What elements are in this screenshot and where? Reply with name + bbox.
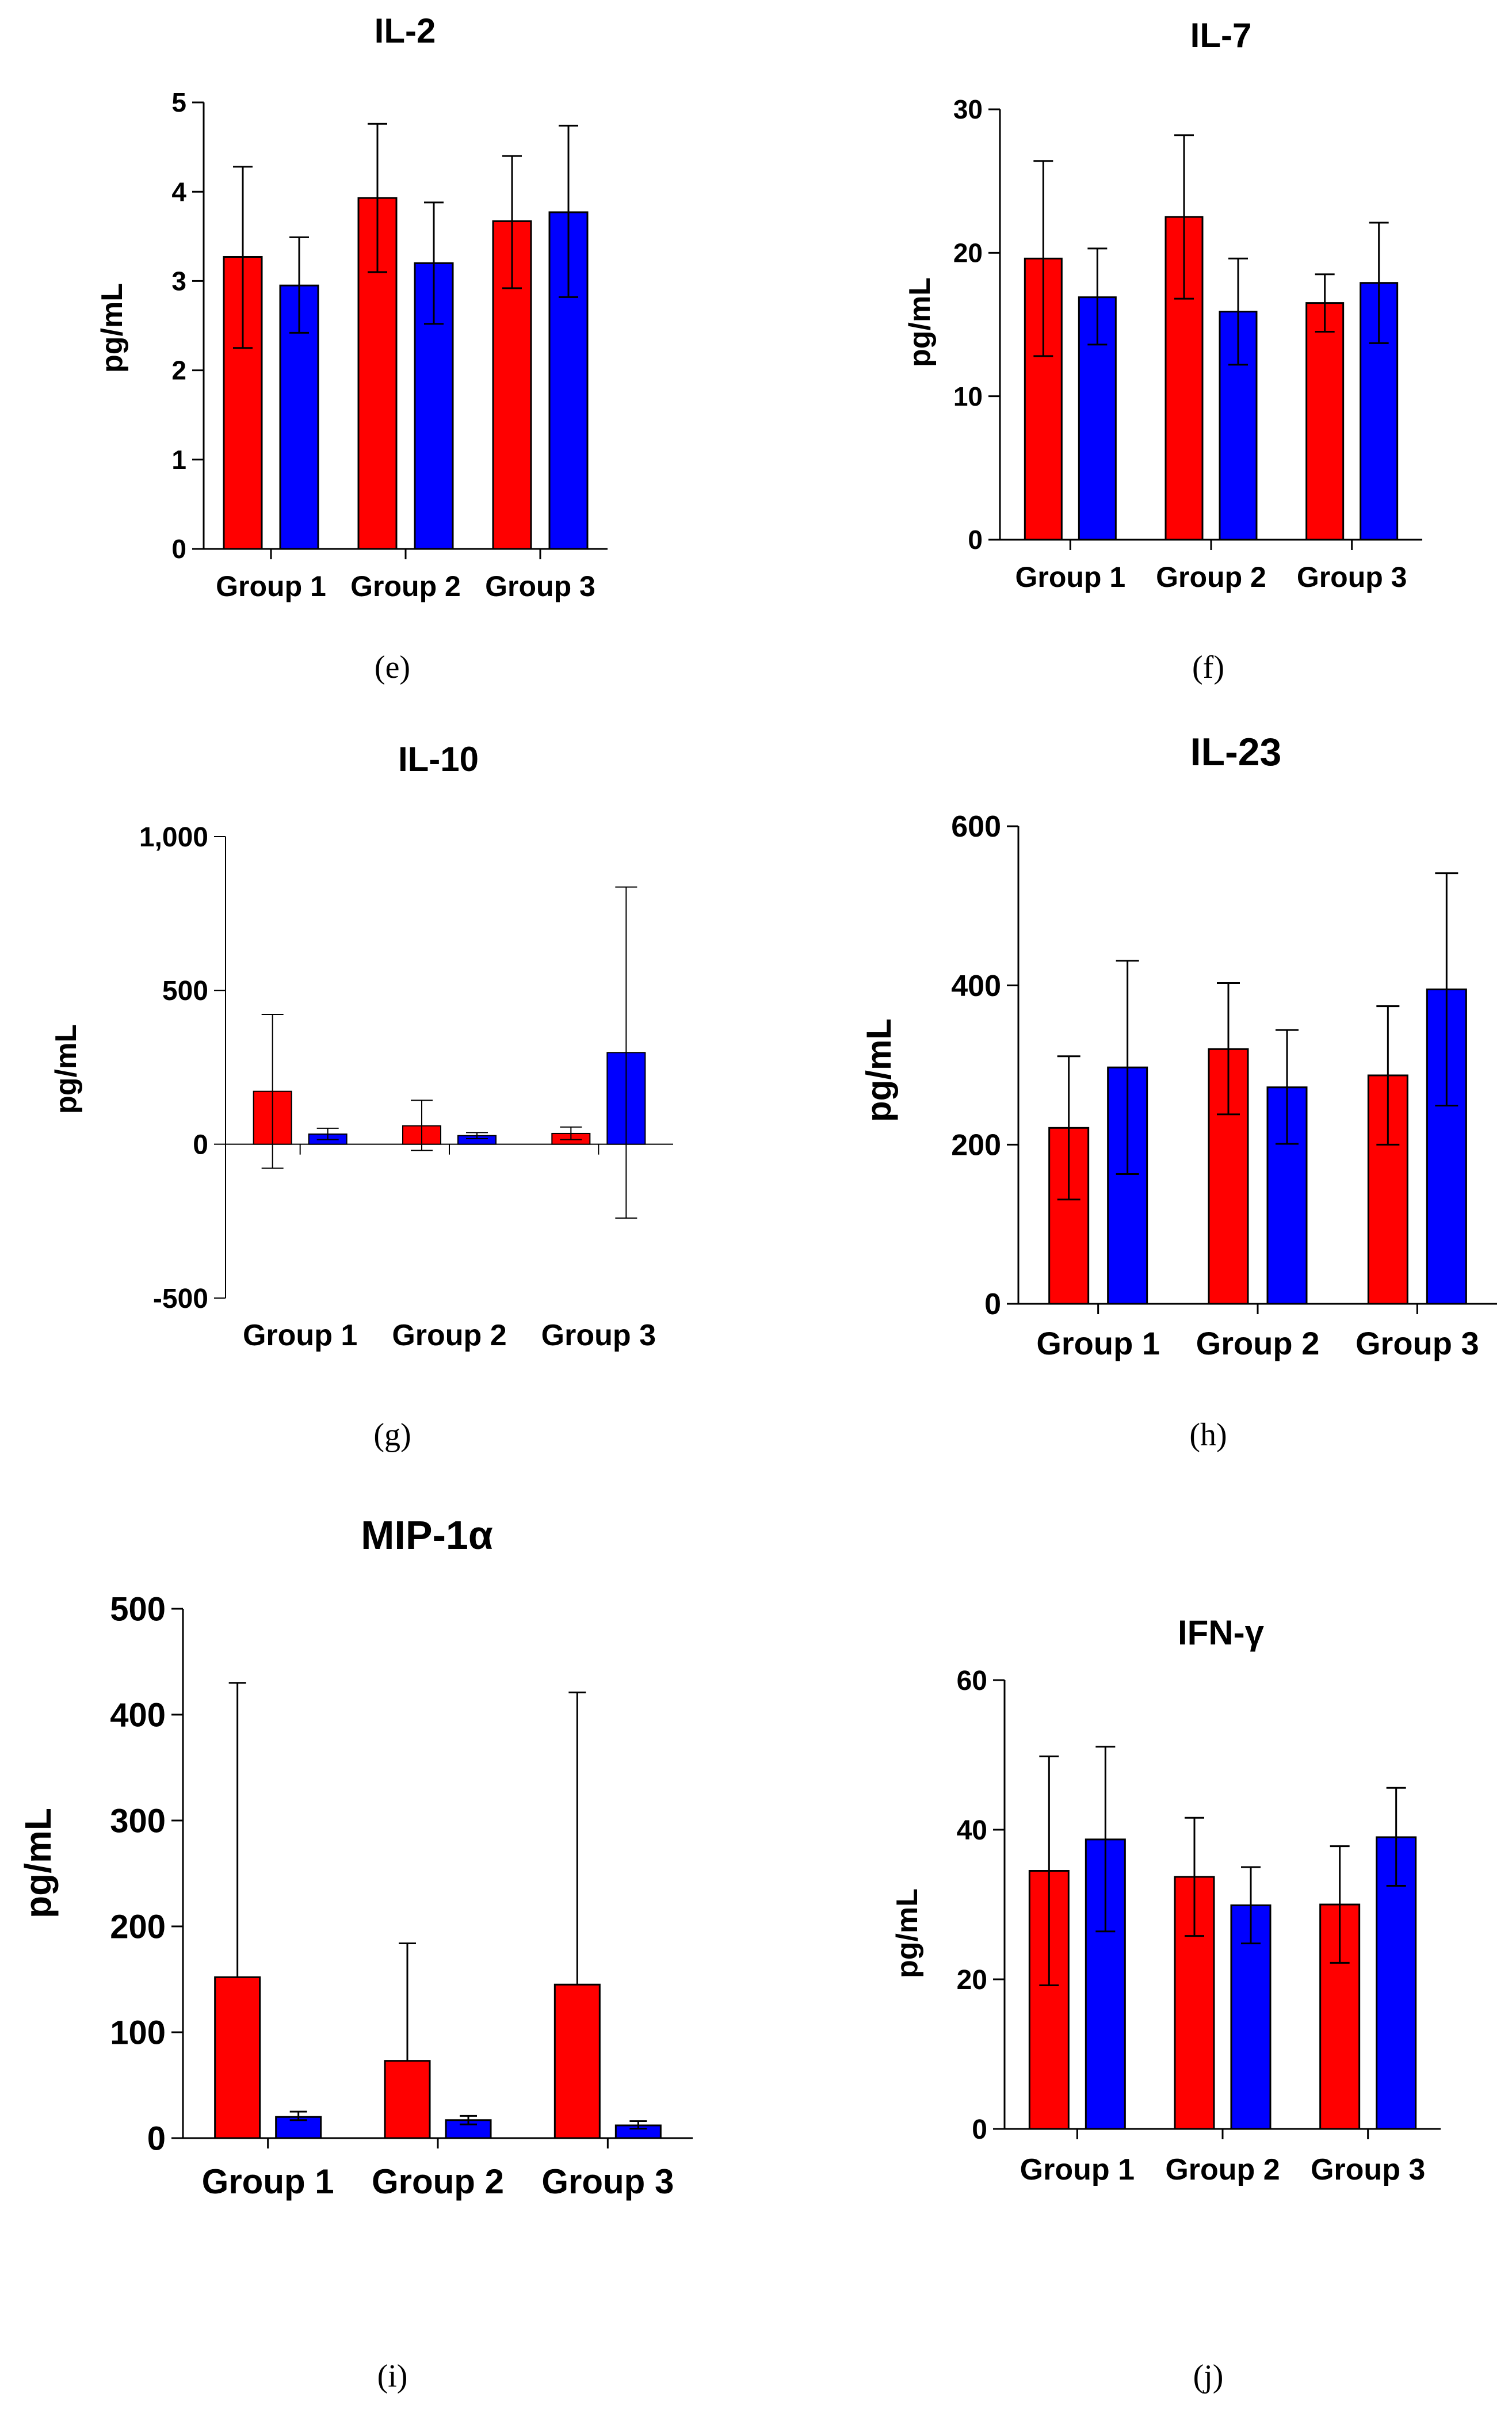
- panel-label: (h): [1189, 1417, 1227, 1453]
- y-tick-label: 0: [147, 2120, 166, 2157]
- bar-red: [1305, 302, 1345, 541]
- panel-label: (e): [375, 650, 410, 685]
- y-tick-label: 30: [953, 94, 983, 124]
- x-category-label: Group 1: [216, 570, 326, 602]
- x-category-label: Group 2: [1196, 1325, 1320, 1361]
- y-tick-label: 200: [951, 1129, 1001, 1162]
- x-category-label: Group 3: [1311, 2153, 1425, 2186]
- y-tick-label: 20: [953, 238, 983, 268]
- y-tick-label: 200: [110, 1908, 166, 1945]
- y-tick-label: 1: [171, 445, 186, 475]
- x-category-label: Group 2: [1156, 561, 1266, 593]
- y-tick-label: 0: [968, 525, 983, 555]
- chart-title: IL-2: [375, 12, 436, 50]
- chart-title: MIP-1α: [361, 1513, 493, 1558]
- chart-title: IL-7: [1190, 16, 1252, 55]
- chart-panel-ifng: IFN-γ pg/mL 0 20 40 60 Group 1 Group 2 Group 3…: [891, 1613, 1441, 2394]
- y-tick-label: 500: [110, 1590, 166, 1628]
- x-category-label: Group 3: [541, 2162, 674, 2201]
- y-tick-label: 400: [951, 970, 1001, 1003]
- y-tick-label: 20: [957, 1965, 987, 1995]
- y-tick-label: 10: [953, 381, 983, 411]
- x-category-label: Group 1: [202, 2162, 334, 2201]
- chart-panel-il10: IL-10 pg/mL -500 0 500 1,000 Group 1 Group 2 G…: [49, 740, 673, 1453]
- chart-panel-mip1a: MIP-1α pg/mL 0 100 200 300 400 500 Group 1 Grou…: [17, 1513, 693, 2394]
- bar-red: [384, 2060, 431, 2139]
- y-axis-label: pg/mL: [860, 1018, 898, 1122]
- y-tick-label: 400: [110, 1696, 166, 1734]
- panel-label: (f): [1192, 650, 1224, 685]
- x-category-label: Group 1: [1020, 2153, 1135, 2186]
- bar-blue: [1266, 1086, 1308, 1305]
- y-tick-label: 3: [171, 266, 186, 296]
- x-category-label: Group 1: [1036, 1325, 1160, 1361]
- chart-title: IFN-γ: [1178, 1613, 1265, 1652]
- y-tick-label: -500: [153, 1284, 208, 1314]
- x-category-label: Group 3: [485, 570, 595, 602]
- y-tick-label: 0: [984, 1288, 1001, 1321]
- chart-title: IL-23: [1190, 730, 1282, 774]
- y-axis-label: pg/mL: [17, 1808, 59, 1918]
- y-tick-label: 1,000: [139, 822, 208, 853]
- x-category-label: Group 3: [541, 1319, 656, 1352]
- y-tick-label: 2: [171, 356, 186, 386]
- panel-label: (i): [377, 2358, 408, 2394]
- x-category-label: Group 3: [1356, 1325, 1479, 1361]
- x-category-label: Group 3: [1297, 561, 1407, 593]
- x-category-label: Group 1: [243, 1319, 357, 1352]
- chart-title: IL-10: [398, 740, 479, 778]
- y-axis-label: pg/mL: [891, 1888, 924, 1978]
- x-category-label: Group 2: [392, 1319, 506, 1352]
- y-tick-label: 600: [951, 810, 1001, 844]
- y-tick-label: 0: [972, 2115, 987, 2145]
- y-tick-label: 500: [162, 976, 208, 1006]
- bar-red: [553, 1983, 601, 2139]
- chart-panel-il2: IL-2 pg/mL 0 1 2 3 4 5 Group 1 Group 2 Group 3 (…: [96, 12, 608, 685]
- y-axis-label: pg/mL: [903, 277, 937, 367]
- x-category-label: Group 1: [1015, 561, 1125, 593]
- y-tick-label: 0: [171, 534, 186, 564]
- panel-label: (j): [1193, 2358, 1224, 2394]
- y-tick-label: 0: [193, 1129, 208, 1160]
- y-axis-label: pg/mL: [49, 1024, 83, 1114]
- chart-panel-il23: IL-23 pg/mL 0 200 400 600 Group 1 Group 2 Grou…: [860, 730, 1497, 1453]
- y-axis-label: pg/mL: [96, 283, 129, 373]
- x-category-label: Group 2: [1165, 2153, 1280, 2186]
- y-tick-label: 40: [957, 1815, 987, 1846]
- x-category-label: Group 2: [372, 2162, 504, 2201]
- y-tick-label: 4: [171, 177, 186, 207]
- bar-red: [214, 1976, 261, 2139]
- panel-label: (g): [373, 1417, 411, 1453]
- y-tick-label: 300: [110, 1802, 166, 1839]
- y-tick-label: 5: [171, 87, 186, 117]
- x-category-label: Group 2: [350, 570, 461, 602]
- y-tick-label: 100: [110, 2014, 166, 2051]
- y-tick-label: 60: [957, 1666, 987, 1696]
